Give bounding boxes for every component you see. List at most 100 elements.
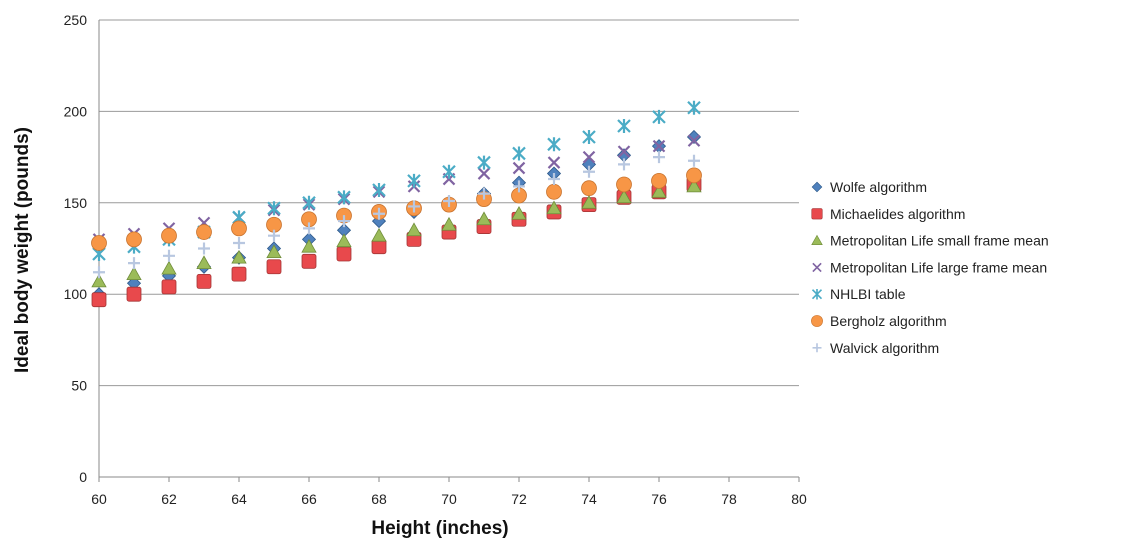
x-tick-label: 60 xyxy=(91,491,107,507)
data-point xyxy=(406,222,422,237)
data-point xyxy=(581,194,597,209)
legend-item: Bergholz algorithm xyxy=(811,313,947,329)
data-point xyxy=(372,183,386,198)
data-point xyxy=(651,184,667,198)
data-point xyxy=(196,224,212,240)
data-point xyxy=(476,211,492,226)
data-point xyxy=(126,231,142,248)
legend-marker xyxy=(811,288,823,300)
data-point xyxy=(231,220,247,237)
legend-item: Metropolitan Life large frame mean xyxy=(812,259,1047,275)
data-point xyxy=(336,233,352,248)
data-point xyxy=(371,227,387,242)
data-point xyxy=(91,235,107,251)
data-point xyxy=(512,161,526,175)
data-point xyxy=(161,260,177,275)
data-point xyxy=(651,172,667,189)
series-2 xyxy=(91,177,702,308)
data-point xyxy=(408,200,420,213)
data-point xyxy=(126,286,142,302)
x-tick-label: 66 xyxy=(301,491,317,507)
x-tick-label: 78 xyxy=(721,491,737,507)
x-axis-title: Height (inches) xyxy=(371,518,508,539)
legend-symbol xyxy=(811,208,823,220)
data-point xyxy=(686,167,702,184)
data-point xyxy=(266,244,282,259)
data-point xyxy=(301,253,317,269)
data-point xyxy=(617,119,631,134)
x-tick-label: 80 xyxy=(791,491,807,507)
data-point xyxy=(511,205,527,220)
data-point xyxy=(441,216,457,231)
data-point xyxy=(477,155,491,170)
series-6 xyxy=(91,167,702,251)
data-point xyxy=(582,129,596,144)
y-tick-label: 150 xyxy=(64,195,88,211)
x-tick-label: 72 xyxy=(511,491,527,507)
series-1 xyxy=(91,129,702,302)
data-point xyxy=(688,154,700,167)
data-point xyxy=(653,151,665,164)
data-point xyxy=(231,249,247,264)
data-point xyxy=(512,146,526,161)
legend-item: Walvick algorithm xyxy=(812,340,939,356)
legend-label: Metropolitan Life large frame mean xyxy=(830,259,1047,275)
data-point xyxy=(513,180,525,193)
data-point xyxy=(302,195,316,210)
data-point xyxy=(163,249,175,262)
data-point xyxy=(161,279,177,295)
data-point xyxy=(443,194,455,207)
data-point xyxy=(442,164,456,179)
y-tick-label: 50 xyxy=(71,378,87,394)
legend-item: NHLBI table xyxy=(811,286,906,302)
data-point xyxy=(93,266,105,279)
x-tick-label: 64 xyxy=(231,491,247,507)
data-point xyxy=(582,150,596,164)
legend-item: Metropolitan Life small frame mean xyxy=(811,233,1049,249)
legend-symbol xyxy=(812,343,822,353)
legend-item: Michaelides algorithm xyxy=(811,206,965,222)
legend-marker xyxy=(811,181,823,193)
data-points xyxy=(91,100,702,308)
data-point xyxy=(231,266,247,282)
data-point xyxy=(126,266,142,280)
data-point xyxy=(371,239,387,255)
data-point xyxy=(161,227,177,244)
data-point xyxy=(337,190,351,205)
legend-marker xyxy=(812,262,822,273)
x-tick-label: 70 xyxy=(441,491,457,507)
data-point xyxy=(91,292,107,308)
data-point xyxy=(652,109,666,124)
data-point xyxy=(477,167,491,180)
y-tick-label: 100 xyxy=(64,286,88,302)
y-tick-label: 200 xyxy=(64,103,88,119)
legend-symbol xyxy=(812,262,822,273)
data-point xyxy=(687,100,701,115)
data-point xyxy=(407,173,421,188)
legend-marker xyxy=(811,315,823,327)
data-point xyxy=(546,183,562,200)
data-point xyxy=(196,255,212,270)
x-tick-label: 76 xyxy=(651,491,667,507)
legend-label: Wolfe algorithm xyxy=(830,179,927,195)
x-tick-label: 74 xyxy=(581,491,597,507)
series-5 xyxy=(92,100,701,261)
data-point xyxy=(687,134,701,147)
data-point xyxy=(301,238,317,253)
y-axis-title: Ideal body weight (pounds) xyxy=(12,127,33,373)
data-point xyxy=(128,257,140,270)
legend: Wolfe algorithm Michaelides algorithm Metr… xyxy=(811,179,1049,356)
legend-label: Bergholz algorithm xyxy=(830,313,947,329)
data-point xyxy=(267,201,281,216)
data-point xyxy=(686,178,702,193)
data-point xyxy=(652,139,666,153)
data-point xyxy=(91,273,107,288)
legend-marker xyxy=(811,208,823,220)
data-point xyxy=(198,242,210,255)
legend-symbol xyxy=(811,181,823,193)
data-point xyxy=(373,207,385,220)
data-point xyxy=(546,200,562,215)
data-point xyxy=(478,187,490,200)
x-tick-label: 68 xyxy=(371,491,387,507)
